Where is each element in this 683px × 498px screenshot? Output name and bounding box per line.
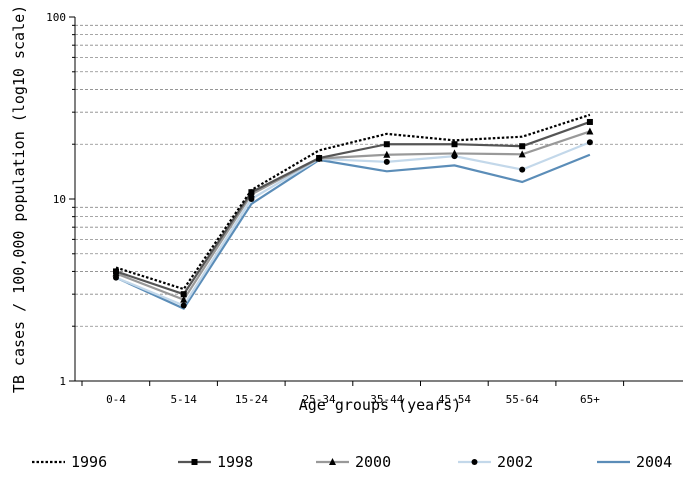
series-line-2004 xyxy=(115,153,591,310)
x-tick-label: 15-24 xyxy=(235,393,268,406)
y-tick-label: 10 xyxy=(53,193,66,206)
axes xyxy=(69,16,683,386)
x-tick-label: 35-44 xyxy=(370,393,403,406)
marker-1998 xyxy=(586,118,593,125)
y-tick-labels: 1 10 100 xyxy=(46,11,66,388)
marker-2002 xyxy=(248,196,255,202)
marker-2002 xyxy=(519,166,526,173)
legend-label-2004: 2004 xyxy=(636,453,672,471)
marker-2000 xyxy=(180,295,188,303)
x-tick-label: 5-14 xyxy=(170,393,197,406)
marker-2000 xyxy=(518,150,526,158)
legend: 1996 1998 2000 2002 2004 xyxy=(32,453,672,471)
marker-2002 xyxy=(180,302,187,309)
x-tick-label: 45-54 xyxy=(438,393,471,406)
marker-2000 xyxy=(112,269,120,277)
legend-marker xyxy=(191,459,198,465)
series-markers xyxy=(112,118,594,309)
series-line-1998 xyxy=(115,120,591,296)
y-tick-label: 100 xyxy=(46,11,66,24)
gridlines xyxy=(75,24,683,327)
marker-2002 xyxy=(383,158,390,165)
legend-label-2002: 2002 xyxy=(497,453,533,471)
legend-label-2000: 2000 xyxy=(355,453,391,471)
marker-2002 xyxy=(113,274,119,281)
x-tick-label: 65+ xyxy=(580,393,600,406)
y-axis-title: TB cases / 100,000 population (log10 sca… xyxy=(10,5,28,393)
marker-2000 xyxy=(586,127,594,135)
marker-2002 xyxy=(451,153,458,160)
x-tick-label: 25-34 xyxy=(303,393,336,406)
marker-1998 xyxy=(180,291,187,298)
legend-label-1996: 1996 xyxy=(71,453,107,471)
legend-marker xyxy=(329,458,336,465)
x-axis-title: Age groups (years) xyxy=(299,396,462,414)
series-lines xyxy=(115,113,591,310)
legend-marker xyxy=(471,459,478,465)
marker-2002 xyxy=(316,155,323,162)
marker-1998 xyxy=(451,141,458,148)
series-line-1996 xyxy=(115,113,591,291)
marker-2000 xyxy=(247,190,255,198)
x-tick-labels: 0-4 5-14 15-24 25-34 35-44 45-54 55-64 65+ xyxy=(106,393,600,406)
marker-2000 xyxy=(383,150,391,158)
x-tick-label: 55-64 xyxy=(506,393,539,406)
marker-2002 xyxy=(586,139,593,146)
y-tick-label: 1 xyxy=(59,375,66,388)
marker-1998 xyxy=(519,143,526,150)
legend-label-1998: 1998 xyxy=(217,453,253,471)
x-tick-label: 0-4 xyxy=(106,393,126,406)
series-line-2002 xyxy=(115,141,591,307)
marker-1998 xyxy=(383,141,390,148)
series-line-2000 xyxy=(115,130,591,301)
